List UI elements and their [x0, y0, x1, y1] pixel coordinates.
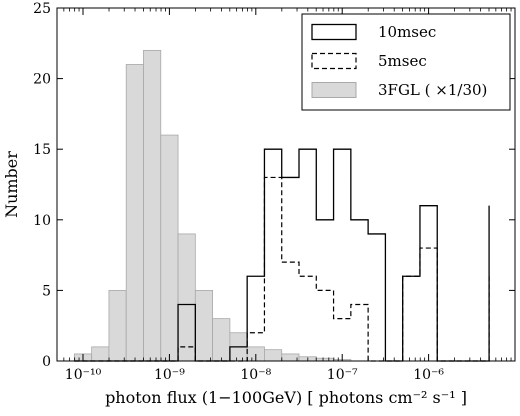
- x-tick-label: 10⁻¹⁰: [65, 367, 102, 383]
- legend-swatch-dashed: [311, 52, 357, 70]
- y-tick-label: 0: [42, 354, 51, 370]
- legend-swatch-filled: [311, 82, 357, 98]
- bar-3fgl-1: [91, 346, 110, 362]
- bar-3fgl-6: [177, 233, 196, 362]
- bar-3fgl-12: [281, 353, 300, 362]
- legend-label: 3FGL ( ×1/30): [378, 81, 487, 99]
- legend-swatch-solid: [311, 23, 357, 41]
- x-tick-label: 10⁻⁸: [240, 367, 271, 383]
- y-tick-label: 25: [33, 1, 51, 17]
- bar-3fgl-2: [108, 289, 127, 362]
- legend-label: 5msec: [378, 52, 427, 70]
- bar-3fgl-4: [143, 49, 162, 362]
- x-axis-label: photon flux (1−100GeV) [ photons cm⁻² s⁻…: [105, 388, 467, 407]
- bar-3fgl-7: [194, 289, 214, 362]
- legend-label: 10msec: [378, 23, 436, 41]
- legend: 10msec 5msec 3FGL ( ×1/30): [301, 13, 511, 111]
- y-tick-label: 20: [33, 72, 51, 88]
- axes-layer: 0 5 10 15 20 25 10⁻¹⁰ 10⁻⁹ 10⁻⁸ 10⁻⁷ 10⁻⁶ photon fl…: [2, 1, 516, 407]
- x-tick-label: 10⁻⁶: [413, 367, 444, 383]
- y-tick-label: 5: [42, 283, 51, 299]
- x-tick-label: 10⁻⁹: [154, 367, 185, 383]
- bar-3fgl-5: [160, 134, 179, 362]
- lines-layer: [74, 148, 490, 362]
- bar-3fgl-8: [212, 318, 231, 362]
- y-tick-label: 15: [33, 142, 51, 158]
- y-axis-label: Number: [2, 151, 21, 218]
- bar-3fgl-11: [264, 349, 283, 362]
- series-10msec-step: [74, 148, 490, 362]
- x-tick-label: 10⁻⁷: [327, 367, 358, 383]
- bars-layer: [73, 49, 352, 362]
- plot-frame: [56, 7, 516, 362]
- bar-3fgl-3: [125, 64, 144, 362]
- y-tick-label: 10: [33, 213, 51, 229]
